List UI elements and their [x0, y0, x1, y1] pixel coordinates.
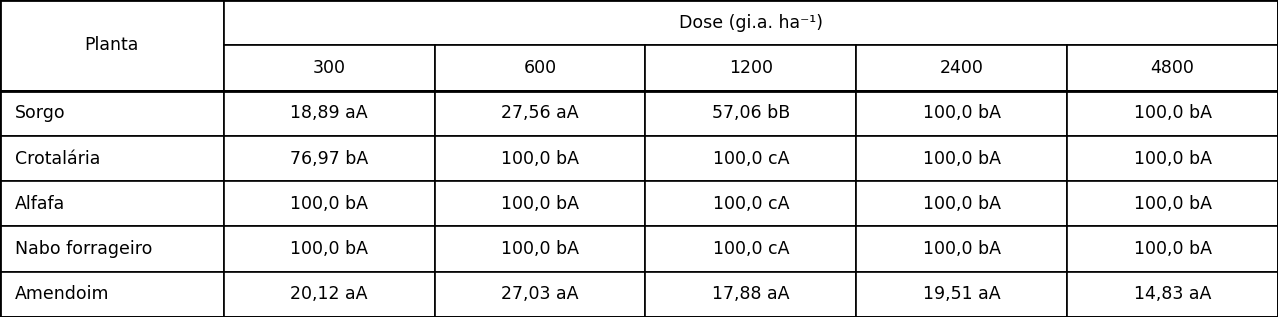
Bar: [645, 181, 856, 226]
Bar: [645, 91, 856, 136]
Text: 100,0 bA: 100,0 bA: [1134, 240, 1212, 258]
Text: 100,0 bA: 100,0 bA: [1134, 195, 1212, 213]
Bar: [856, 91, 1067, 136]
Text: 100,0 bA: 100,0 bA: [501, 240, 579, 258]
Text: 100,0 bA: 100,0 bA: [923, 150, 1001, 167]
Bar: [645, 136, 856, 181]
Bar: [224, 45, 435, 91]
Text: 14,83 aA: 14,83 aA: [1134, 285, 1212, 303]
Text: Crotalária: Crotalária: [15, 150, 101, 167]
Bar: [1067, 91, 1278, 136]
Bar: [645, 226, 856, 272]
Bar: [435, 136, 645, 181]
Bar: [1067, 226, 1278, 272]
Bar: [435, 45, 645, 91]
Text: 20,12 aA: 20,12 aA: [290, 285, 368, 303]
Bar: [435, 272, 645, 317]
Text: 100,0 bA: 100,0 bA: [290, 240, 368, 258]
Bar: [0, 136, 224, 181]
Bar: [645, 45, 856, 91]
Bar: [0, 91, 224, 136]
Text: 100,0 cA: 100,0 cA: [713, 240, 789, 258]
Bar: [0, 226, 224, 272]
Text: 100,0 bA: 100,0 bA: [1134, 104, 1212, 122]
Bar: [0, 0, 224, 91]
Bar: [856, 136, 1067, 181]
Text: 17,88 aA: 17,88 aA: [712, 285, 790, 303]
Bar: [435, 91, 645, 136]
Text: 100,0 bA: 100,0 bA: [501, 150, 579, 167]
Text: 600: 600: [524, 59, 556, 77]
Text: 100,0 bA: 100,0 bA: [923, 240, 1001, 258]
Text: 100,0 bA: 100,0 bA: [923, 195, 1001, 213]
Bar: [856, 272, 1067, 317]
Bar: [224, 0, 1278, 45]
Text: 100,0 bA: 100,0 bA: [290, 195, 368, 213]
Text: 2400: 2400: [939, 59, 984, 77]
Bar: [0, 181, 224, 226]
Bar: [1067, 45, 1278, 91]
Bar: [224, 91, 435, 136]
Text: 1200: 1200: [728, 59, 773, 77]
Text: Alfafa: Alfafa: [15, 195, 65, 213]
Text: 27,56 aA: 27,56 aA: [501, 104, 579, 122]
Text: 100,0 bA: 100,0 bA: [501, 195, 579, 213]
Text: Dose (gi.a. ha⁻¹): Dose (gi.a. ha⁻¹): [679, 14, 823, 32]
Text: 4800: 4800: [1150, 59, 1195, 77]
Text: 100,0 cA: 100,0 cA: [713, 195, 789, 213]
Bar: [1067, 136, 1278, 181]
Text: Sorgo: Sorgo: [15, 104, 66, 122]
Bar: [1067, 272, 1278, 317]
Text: 300: 300: [313, 59, 345, 77]
Text: 100,0 bA: 100,0 bA: [923, 104, 1001, 122]
Bar: [645, 272, 856, 317]
Bar: [435, 181, 645, 226]
Text: Planta: Planta: [84, 36, 139, 54]
Bar: [224, 272, 435, 317]
Bar: [224, 226, 435, 272]
Text: 57,06 bB: 57,06 bB: [712, 104, 790, 122]
Text: 76,97 bA: 76,97 bA: [290, 150, 368, 167]
Text: 19,51 aA: 19,51 aA: [923, 285, 1001, 303]
Text: 100,0 cA: 100,0 cA: [713, 150, 789, 167]
Bar: [856, 45, 1067, 91]
Bar: [1067, 181, 1278, 226]
Bar: [224, 181, 435, 226]
Text: 27,03 aA: 27,03 aA: [501, 285, 579, 303]
Bar: [0, 272, 224, 317]
Bar: [435, 226, 645, 272]
Text: 18,89 aA: 18,89 aA: [290, 104, 368, 122]
Text: 100,0 bA: 100,0 bA: [1134, 150, 1212, 167]
Text: Amendoim: Amendoim: [15, 285, 110, 303]
Text: Nabo forrageiro: Nabo forrageiro: [15, 240, 152, 258]
Bar: [224, 136, 435, 181]
Bar: [856, 181, 1067, 226]
Bar: [856, 226, 1067, 272]
